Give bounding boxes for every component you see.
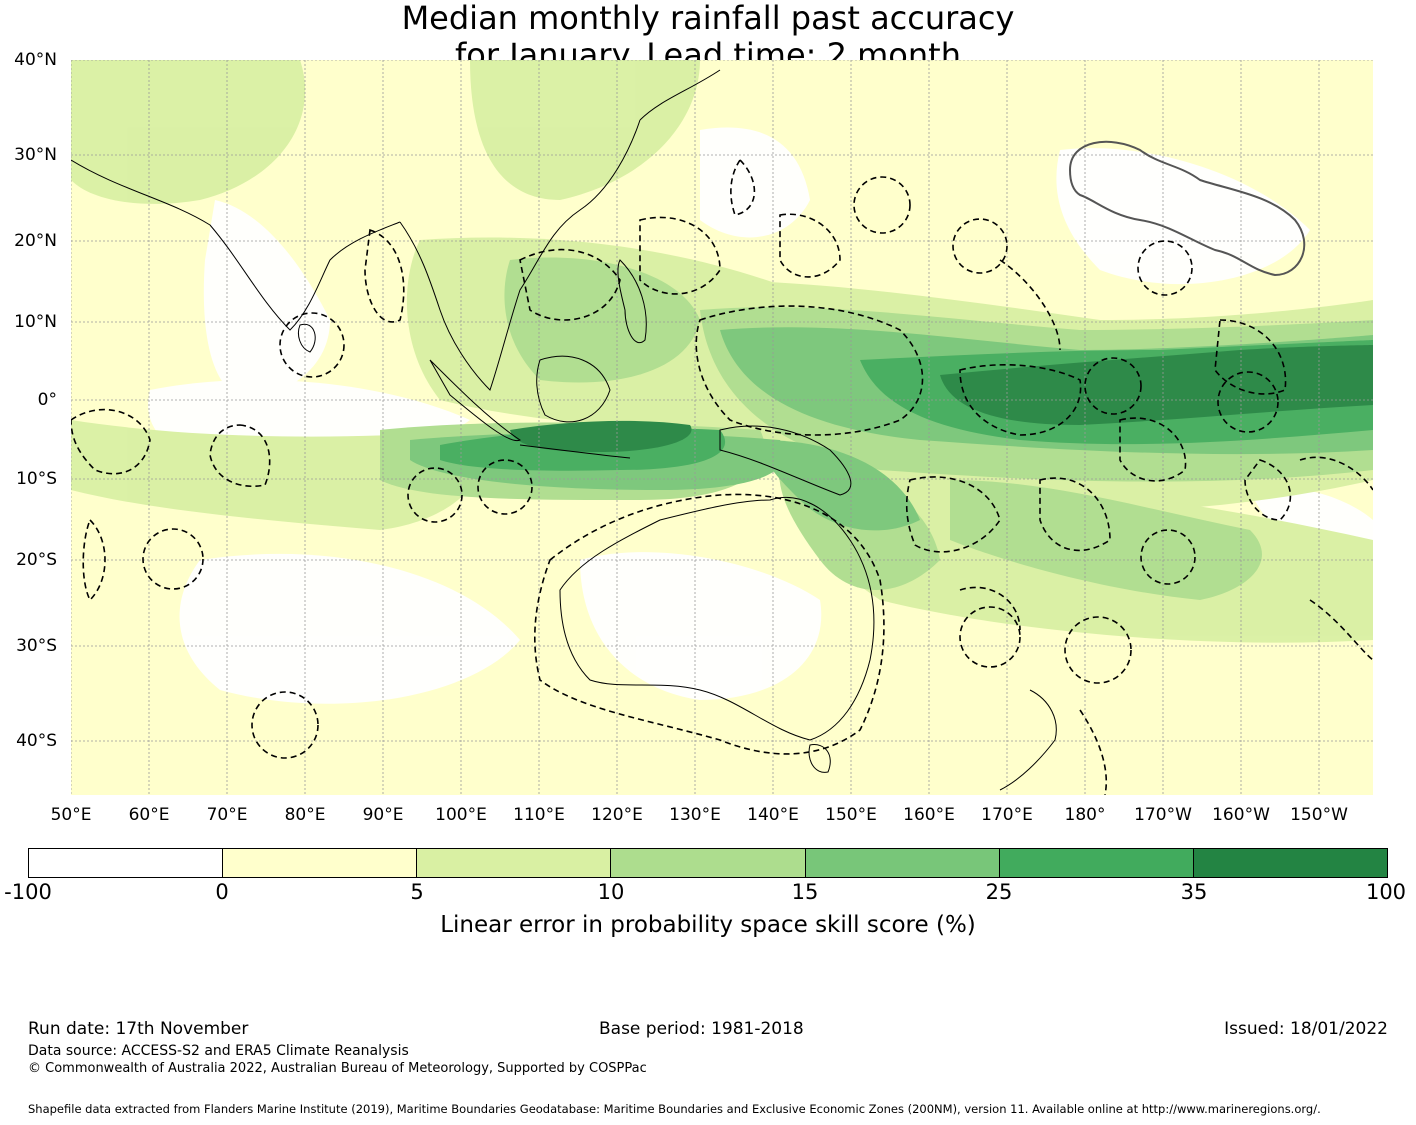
issued-date: Issued: 18/01/2022 (1224, 1019, 1388, 1039)
lon-label-170w: 170°W (1134, 805, 1192, 825)
low-skill-region-north-pacific (1056, 148, 1310, 285)
shapefile-credit: Shapefile data extracted from Flanders M… (28, 1102, 1321, 1116)
colorbar-tick: -100 (4, 880, 52, 904)
map-title-line1: Median monthly rainfall past accuracy (401, 0, 1015, 37)
skill-region-north-india (71, 60, 306, 204)
coast-sri-lanka (297, 323, 316, 353)
skill-region-png-25 (760, 440, 920, 531)
eez-boundaries (71, 158, 1373, 795)
coast-png (719, 425, 852, 496)
hawaii-eez-boundary (1068, 140, 1306, 277)
lat-label-10s: 10°S (16, 469, 57, 489)
skill-region-philippines (504, 257, 700, 383)
data-source: Data source: ACCESS-S2 and ERA5 Climate … (28, 1043, 409, 1059)
skill-region-banda-100 (510, 420, 692, 452)
skill-field (71, 60, 1373, 704)
skill-region-spcz (950, 480, 1262, 600)
lon-label-70e: 70°E (206, 805, 248, 825)
coast-java (519, 444, 631, 459)
copyright: © Commonwealth of Australia 2022, Austra… (28, 1061, 647, 1076)
lon-label-80e: 80°E (284, 805, 326, 825)
low-skill-region-australia (580, 552, 822, 700)
colorbar-tick: 100 (1365, 880, 1407, 904)
coast-borneo (536, 355, 611, 423)
lat-label-40s: 40°S (16, 731, 57, 751)
lon-label-160w: 160°W (1212, 805, 1270, 825)
lon-label-90e: 90°E (362, 805, 404, 825)
lon-label-150w: 150°W (1290, 805, 1348, 825)
lon-label-110e: 110°E (513, 805, 565, 825)
colorbar-tick: 5 (410, 880, 424, 904)
colorbar-segment (1193, 849, 1387, 877)
coast-australia (559, 496, 875, 741)
low-skill-region-south-indian (179, 553, 520, 704)
run-date: Run date: 17th November (28, 1019, 249, 1039)
colorbar-tick: 0 (215, 880, 229, 904)
coast-new-zealand (999, 689, 1057, 791)
colorbar-tick: 25 (985, 880, 1013, 904)
skill-region-east-asia (470, 60, 700, 200)
coast-tasmania (808, 744, 831, 773)
colorbar-tick: 15 (791, 880, 819, 904)
colorbar-tick: 35 (1180, 880, 1208, 904)
lon-label-170e: 170°E (981, 805, 1033, 825)
colorbar-segment (417, 849, 612, 877)
skill-region-eq-band-100 (940, 345, 1373, 425)
colorbar-segment (29, 849, 224, 877)
colorbar-tick: 10 (597, 880, 625, 904)
lon-label-50e: 50°E (50, 805, 92, 825)
coast-japan (639, 69, 721, 121)
lat-label-40n: 40°N (14, 50, 57, 70)
lon-label-100e: 100°E (435, 805, 487, 825)
colorbar-label: Linear error in probability space skill … (440, 912, 976, 938)
lat-label-10n: 10°N (14, 312, 57, 332)
colorbar-segment (805, 849, 1000, 877)
lon-label-150e: 150°E (825, 805, 877, 825)
lat-label-equator: 0° (37, 390, 57, 410)
lon-label-140e: 140°E (747, 805, 799, 825)
colorbar-segment (611, 849, 806, 877)
coast-india (71, 159, 401, 331)
lon-label-160e: 160°E (903, 805, 955, 825)
lon-label-180: 180° (1064, 805, 1106, 825)
lat-label-20s: 20°S (16, 550, 57, 570)
colorbar-segment (223, 849, 418, 877)
colorbar (28, 848, 1388, 878)
base-period: Base period: 1981-2018 (599, 1019, 804, 1039)
lat-label-20n: 20°N (14, 231, 57, 251)
coast-se-asia (399, 119, 641, 391)
low-skill-region-arabian-sea (203, 200, 330, 400)
skill-map (71, 60, 1373, 795)
graticule (71, 60, 1373, 795)
lat-label-30n: 30°N (14, 145, 57, 165)
colorbar-segment (999, 849, 1194, 877)
lat-label-30s: 30°S (16, 636, 57, 656)
lon-label-120e: 120°E (591, 805, 643, 825)
coast-sumatra (429, 359, 521, 442)
lon-label-130e: 130°E (669, 805, 721, 825)
lon-label-60e: 60°E (128, 805, 170, 825)
